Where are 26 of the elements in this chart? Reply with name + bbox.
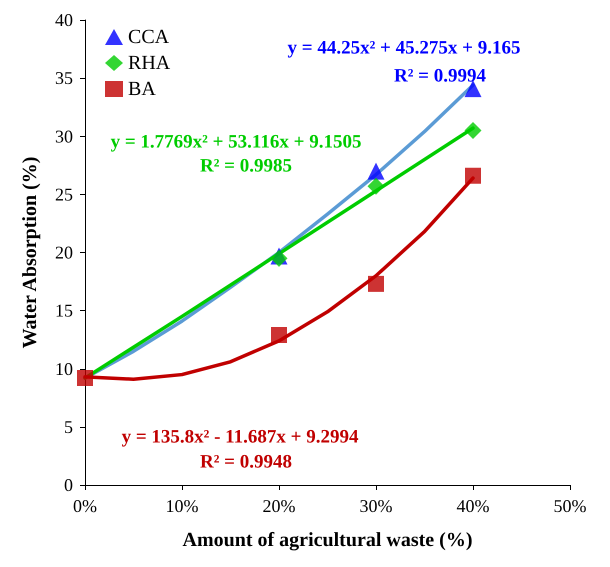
y-tick-label: 10 (55, 358, 73, 379)
y-tick-label: 5 (64, 416, 73, 437)
x-tick-label: 0% (73, 496, 97, 516)
annotation: R² = 0.9994 (394, 66, 486, 86)
x-tick-label: 20% (262, 496, 296, 516)
y-tick-label: 40 (55, 10, 73, 30)
y-tick-label: 30 (55, 126, 73, 146)
legend-label: CCA (128, 26, 170, 48)
y-tick-label: 20 (55, 242, 73, 262)
annotation: y = 1.7769x² + 53.116x + 9.1505 (110, 132, 362, 152)
annotation: R² = 0.9948 (200, 452, 292, 472)
legend-label: BA (128, 78, 156, 100)
annotation: y = 44.25x² + 45.275x + 9.165 (288, 38, 520, 58)
annotation: y = 135.8x² - 11.687x + 9.2994 (122, 426, 359, 448)
x-tick-label: 40% (456, 496, 490, 516)
x-tick-label: 30% (360, 496, 392, 516)
legend-label: RHA (128, 52, 171, 74)
x-tick-label: 10% (166, 496, 198, 516)
y-tick-label: 15 (55, 300, 73, 321)
y-tick-label: 25 (55, 184, 73, 204)
x-tick-label: 50% (554, 496, 586, 516)
annotation: R² = 0.9985 (200, 156, 292, 176)
x-axis-title: Amount of agricultural waste (%) (182, 529, 472, 551)
y-tick-label: 0 (64, 475, 73, 495)
y-axis-title: Water Absorption (%) (19, 156, 41, 348)
y-tick-label: 35 (55, 68, 73, 88)
